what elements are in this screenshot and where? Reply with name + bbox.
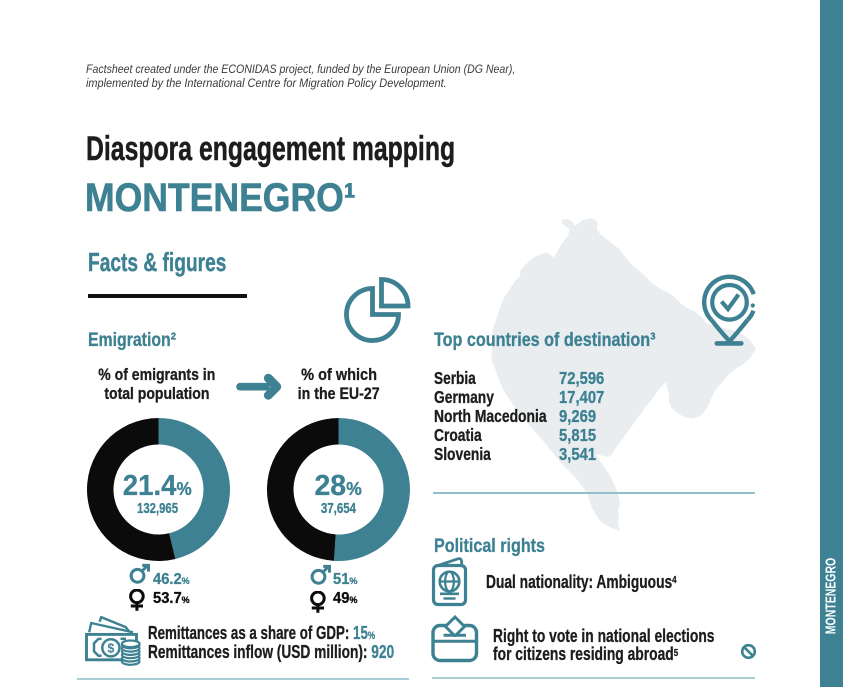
- svg-text:$: $: [107, 641, 114, 655]
